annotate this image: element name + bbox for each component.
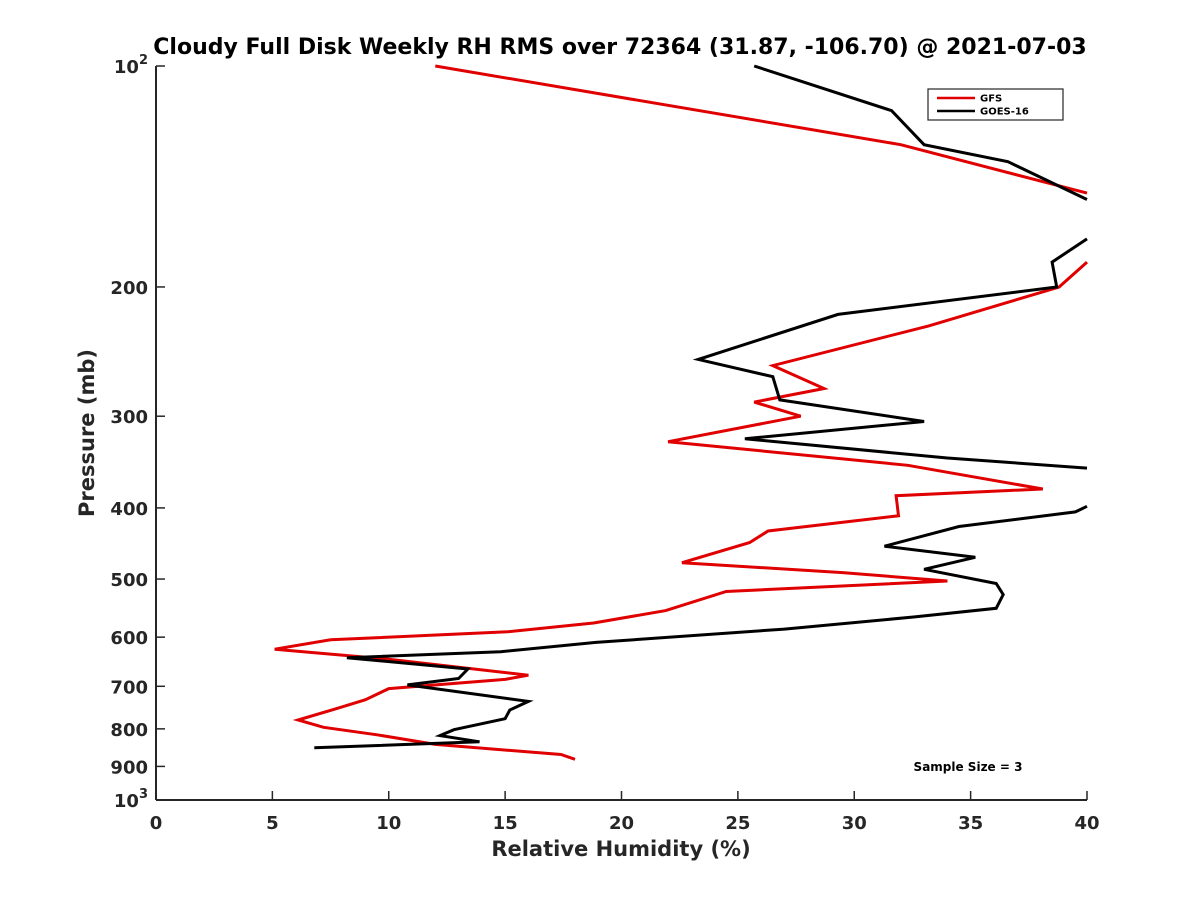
x-tick-label: 35 bbox=[958, 813, 983, 834]
y-axis-label: Pressure (mb) bbox=[75, 349, 99, 517]
x-tick-label: 15 bbox=[493, 813, 518, 834]
x-tick-label: 25 bbox=[725, 813, 750, 834]
y-tick-label: 200 bbox=[110, 278, 148, 299]
legend: GFS GOES-16 bbox=[927, 88, 1064, 121]
x-tick-label: 0 bbox=[150, 813, 163, 834]
axes bbox=[155, 66, 1087, 801]
y-tick-label: 800 bbox=[110, 720, 148, 741]
y-tick-label: 700 bbox=[110, 677, 148, 698]
y-tick-label: 600 bbox=[110, 628, 148, 649]
chart-title: Cloudy Full Disk Weekly RH RMS over 7236… bbox=[153, 35, 1086, 60]
legend-label-gfs: GFS bbox=[980, 94, 1002, 105]
y-tick-label: 900 bbox=[110, 757, 148, 778]
x-axis-label: Relative Humidity (%) bbox=[491, 837, 750, 861]
legend-label-goes16: GOES-16 bbox=[980, 107, 1029, 118]
x-tick-label: 30 bbox=[842, 813, 867, 834]
legend-box bbox=[927, 88, 1064, 121]
y-ticks: 102 200 300 400 500 600 700 800 900 103 bbox=[110, 53, 165, 812]
y-tick-label: 103 bbox=[114, 787, 148, 812]
x-ticks: 0 5 10 15 20 25 30 35 40 bbox=[150, 791, 1100, 834]
y-tick-label: 400 bbox=[110, 499, 148, 520]
x-tick-label: 5 bbox=[266, 813, 279, 834]
y-tick-label: 300 bbox=[110, 407, 148, 428]
y-tick-label: 500 bbox=[110, 570, 148, 591]
series-line-gfs bbox=[274, 64, 1088, 761]
x-tick-label: 20 bbox=[609, 813, 634, 834]
series-line-goes-16 bbox=[314, 64, 1088, 750]
x-tick-label: 10 bbox=[376, 813, 401, 834]
y-tick-label: 102 bbox=[114, 53, 148, 78]
sample-size-annotation: Sample Size = 3 bbox=[914, 760, 1023, 774]
x-tick-label: 40 bbox=[1074, 813, 1099, 834]
plot-lines bbox=[274, 64, 1088, 761]
